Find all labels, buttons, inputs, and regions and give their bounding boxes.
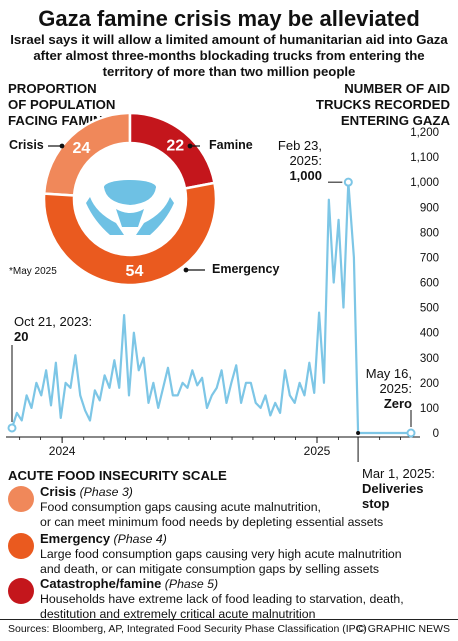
emergency-label: Emergency	[212, 262, 280, 276]
end-annotation: May 16, 2025: Zero	[364, 366, 412, 411]
y-tick-label: 0	[433, 428, 439, 440]
start-date: Oct 21, 2023:	[14, 314, 93, 329]
y-tick-label: 300	[420, 353, 439, 365]
crisis-label: Crisis	[9, 138, 44, 152]
pie-leader-lines	[48, 143, 205, 273]
line-title-line: NUMBER OF AID	[344, 81, 450, 96]
data-point-marker	[7, 423, 17, 433]
end-value: Zero	[383, 396, 412, 411]
stop-marker	[356, 431, 361, 435]
pie-value-label: 22	[166, 137, 184, 154]
scale-item-desc: destitution and extremely critical acute…	[40, 607, 316, 621]
pie-title-line: OF POPULATION	[8, 97, 116, 112]
scale-item-emergency: Emergency (Phase 4) Large food consumpti…	[8, 531, 454, 576]
line-title-line: TRUCKS RECORDED	[315, 97, 450, 112]
crisis-swatch	[8, 486, 34, 512]
pie-value-label: 24	[72, 140, 90, 157]
y-tick-label: 700	[420, 252, 439, 264]
pie-value-label: 54	[126, 263, 144, 280]
emergency-swatch	[8, 533, 34, 559]
y-tick-label: 500	[420, 303, 439, 315]
scale-item-name: Catastrophe/famine	[40, 576, 162, 591]
scale-item-name: Emergency	[40, 531, 111, 546]
scale-item-desc: Households have extreme lack of food lea…	[40, 592, 404, 606]
page-title: Gaza famine crisis may be alleviated	[38, 6, 420, 31]
scale-title: ACUTE FOOD INSECURITY SCALE	[8, 468, 227, 483]
data-point-marker	[343, 177, 353, 187]
famine-swatch	[8, 578, 34, 604]
peak-value: 1,000	[289, 168, 322, 183]
data-point-marker	[406, 428, 416, 438]
footer-rule	[0, 619, 458, 641]
hands-bowl-icon	[86, 180, 174, 235]
y-tick-label: 600	[420, 278, 439, 290]
page-subtitle: Israel says it will allow a limited amou…	[10, 32, 448, 79]
start-value: 20	[14, 329, 29, 344]
peak-date: Feb 23,	[277, 138, 322, 153]
pie-slice-emergency	[42, 181, 218, 287]
line-chart: 0 100 200 300 400 500 600 700 800 900 1,000 1,100 1,…	[6, 127, 439, 462]
scale-item-desc: Large food consumption gaps causing very…	[40, 547, 402, 561]
scale-item-desc: or can meet minimum food needs by deplet…	[40, 515, 384, 529]
scale-item-name: Crisis	[40, 484, 77, 499]
pie-title-line: PROPORTION	[8, 81, 97, 96]
sources: Sources: Bloomberg, AP, Integrated Food …	[8, 623, 367, 635]
scale-item-desc: Food consumption gaps causing acute maln…	[40, 500, 321, 514]
stop-text-2: stop	[362, 496, 390, 511]
y-tick-label: 400	[420, 328, 439, 340]
x-tick-label: 2025	[304, 444, 331, 458]
pie-footnote: *May 2025	[9, 266, 57, 277]
y-tick-label: 800	[420, 227, 439, 239]
peak-annotation: Feb 23, 2025: 1,000	[276, 138, 322, 183]
scale-item-phase: (Phase 3)	[79, 485, 133, 499]
stop-date: Mar 1, 2025:	[362, 466, 435, 481]
line-title-line: ENTERING GAZA	[340, 113, 450, 128]
end-date-year: 2025:	[379, 381, 412, 396]
x-tick-label: 2024	[49, 444, 76, 458]
stop-annotation: Mar 1, 2025: Deliveries stop	[362, 466, 435, 511]
end-date: May 16,	[365, 366, 412, 381]
y-tick-label: 1,000	[410, 177, 439, 189]
y-tick-label: 1,100	[410, 152, 439, 164]
stop-text: Deliveries	[362, 481, 424, 496]
scale-item-famine: Catastrophe/famine (Phase 5) Households …	[8, 576, 454, 621]
line-chart-title: NUMBER OF AID TRUCKS RECORDED ENTERING G…	[270, 81, 450, 129]
scale-item-desc: and death, or can mitigate consumption g…	[40, 562, 380, 576]
famine-label: Famine	[209, 138, 253, 152]
y-tick-label: 100	[420, 403, 439, 415]
series-line	[10, 181, 411, 435]
scale-item-crisis: Crisis (Phase 3) Food consumption gaps c…	[8, 484, 454, 529]
y-tick-label: 1,200	[410, 127, 439, 139]
scale-item-phase: (Phase 5)	[164, 577, 219, 591]
peak-date-year: 2025:	[289, 153, 322, 168]
y-tick-label: 200	[420, 378, 439, 390]
y-tick-label: 900	[420, 202, 439, 214]
credit: © GRAPHIC NEWS	[357, 623, 450, 635]
scale-item-phase: (Phase 4)	[113, 532, 167, 546]
start-annotation: Oct 21, 2023: 20	[14, 314, 92, 344]
